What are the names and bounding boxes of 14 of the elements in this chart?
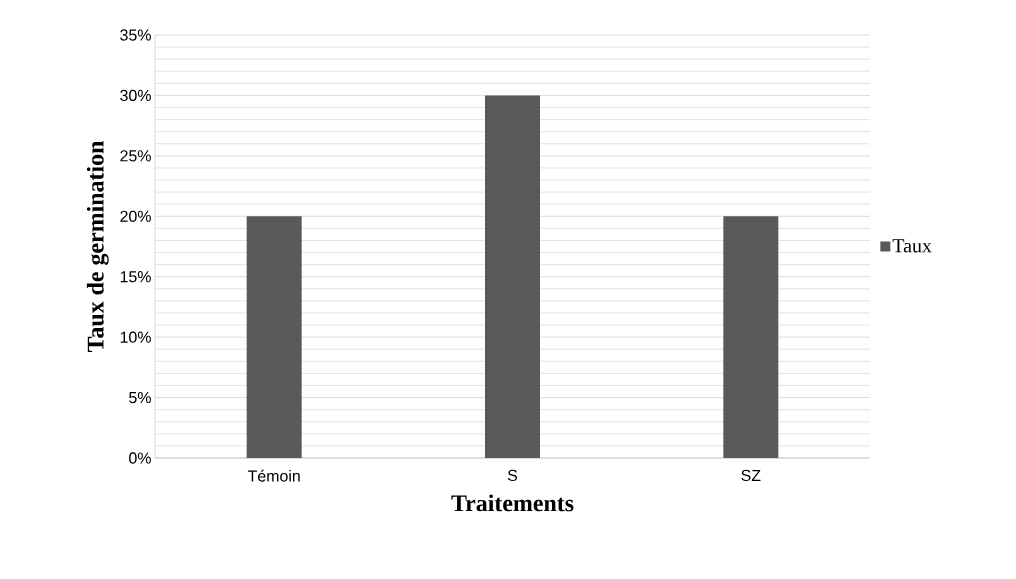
y-tick-label: 35% <box>120 29 151 41</box>
y-tick-label: 15% <box>120 271 151 283</box>
x-tick-label: SZ <box>741 469 761 482</box>
y-tick-label: 5% <box>129 391 151 404</box>
y-tick-label: 20% <box>120 210 151 222</box>
y-tick-label: 0% <box>129 452 151 464</box>
y-tick-label: 30% <box>120 89 151 102</box>
x-tick-label: S <box>507 469 518 482</box>
y-tick-label: 10% <box>120 331 151 343</box>
x-tick-label: Témoin <box>247 469 300 482</box>
legend-label: Taux <box>892 239 932 253</box>
y-axis-title: Taux de germination <box>86 141 109 352</box>
y-tick-label: 25% <box>120 150 151 162</box>
x-axis-title: Traitements <box>451 494 574 512</box>
